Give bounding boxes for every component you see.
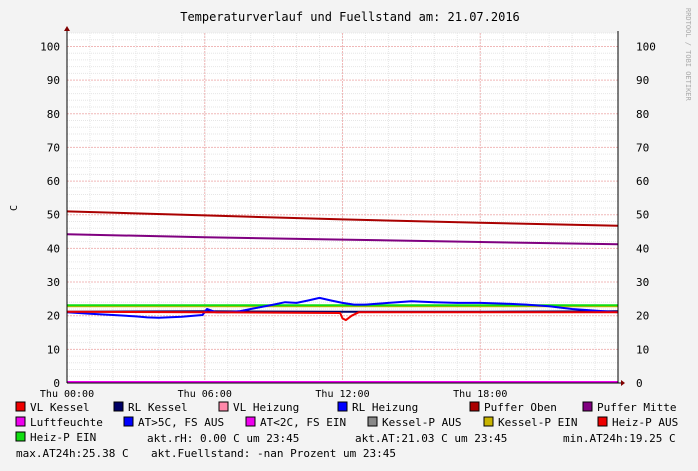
y-tick-label-right: 0 <box>636 377 643 390</box>
legend-swatch <box>218 401 229 412</box>
y-tick-label-left: 0 <box>53 377 60 390</box>
tick-labels: 0 0 10 10 20 20 30 30 40 40 50 50 60 60 70 70 80 80 90 90 10… <box>40 40 656 400</box>
y-tick-label-left: 10 <box>47 343 60 356</box>
y-tick-label-right: 20 <box>636 310 649 323</box>
legend-label: VL Heizung <box>233 401 299 414</box>
legend-swatch <box>15 416 26 427</box>
legend-swatch <box>15 431 26 442</box>
series-rl-heizung <box>66 296 619 319</box>
x-tick-label: Thu 12:00 <box>315 389 369 400</box>
y-tick-label-right: 10 <box>636 343 649 356</box>
legend-label: Heiz-P AUS <box>612 416 678 429</box>
legend-swatch <box>597 416 608 427</box>
legend-swatch <box>582 401 593 412</box>
y-tick-label-right: 60 <box>636 175 649 188</box>
y-axis-arrow <box>64 26 70 31</box>
legend-label: Kessel-P EIN <box>498 416 577 429</box>
x-axis-arrow <box>621 380 625 386</box>
y-tick-label-right: 50 <box>636 209 649 222</box>
y-tick-label-left: 20 <box>47 310 60 323</box>
y-tick-label-left: 70 <box>47 141 60 154</box>
status-at: akt.AT:21.03 C um 23:45 <box>355 432 507 445</box>
x-tick-label: Thu 06:00 <box>178 389 232 400</box>
legend-label: AT<2C, FS EIN <box>260 416 346 429</box>
y-tick-label-right: 30 <box>636 276 649 289</box>
status-min-at: min.AT24h:19.25 C <box>563 432 676 445</box>
axes-layer <box>64 26 625 386</box>
x-tick-label: Thu 18:00 <box>453 389 507 400</box>
y-axis-label: C <box>9 205 20 211</box>
status-fuellstand: akt.Fuellstand: -nan Prozent um 23:45 <box>151 447 396 460</box>
status-max-at: max.AT24h:25.38 C <box>16 447 129 460</box>
legend-label: RL Heizung <box>352 401 418 414</box>
chart-watermark: RRDTOOL / TOBI OETIKER <box>684 8 692 102</box>
y-tick-label-left: 80 <box>47 108 60 121</box>
y-tick-label-left: 40 <box>47 242 60 255</box>
y-tick-label-left: 60 <box>47 175 60 188</box>
legend-swatch <box>15 401 26 412</box>
legend: VL Kessel RL Kessel VL Heizung RL Heizung Pu… <box>15 401 678 444</box>
y-tick-label-right: 80 <box>636 108 649 121</box>
status-rh: akt.rH: 0.00 C um 23:45 <box>147 432 299 445</box>
y-tick-label-left: 90 <box>47 74 60 87</box>
legend-label: Puffer Oben <box>484 401 557 414</box>
legend-label: AT>5C, FS AUS <box>138 416 224 429</box>
legend-swatch <box>123 416 134 427</box>
chart-title: Temperaturverlauf und Fuellstand am: 21.… <box>180 10 520 24</box>
series-puffer-mitte <box>66 233 619 246</box>
series-layer <box>66 210 619 383</box>
series-puffer-oben <box>66 210 619 227</box>
legend-swatch <box>367 416 378 427</box>
y-tick-label-left: 50 <box>47 209 60 222</box>
legend-label: VL Kessel <box>30 401 90 414</box>
legend-label: Kessel-P AUS <box>382 416 461 429</box>
legend-swatch <box>245 416 256 427</box>
legend-label: RL Kessel <box>128 401 188 414</box>
series-vl-kessel <box>66 310 618 322</box>
legend-swatch <box>483 416 494 427</box>
legend-swatch <box>113 401 124 412</box>
y-tick-label-right: 40 <box>636 242 649 255</box>
legend-swatch <box>337 401 348 412</box>
x-tick-label: Thu 00:00 <box>40 389 94 400</box>
y-tick-label-left: 100 <box>40 40 60 53</box>
y-tick-label-right: 70 <box>636 141 649 154</box>
legend-label: Luftfeuchte <box>30 416 103 429</box>
legend-label: Heiz-P EIN <box>30 431 96 444</box>
y-tick-label-right: 100 <box>636 40 656 53</box>
legend-label: Puffer Mitte <box>597 401 676 414</box>
y-tick-label-left: 30 <box>47 276 60 289</box>
y-tick-label-right: 90 <box>636 74 649 87</box>
grid-major <box>67 33 618 383</box>
legend-swatch <box>469 401 480 412</box>
